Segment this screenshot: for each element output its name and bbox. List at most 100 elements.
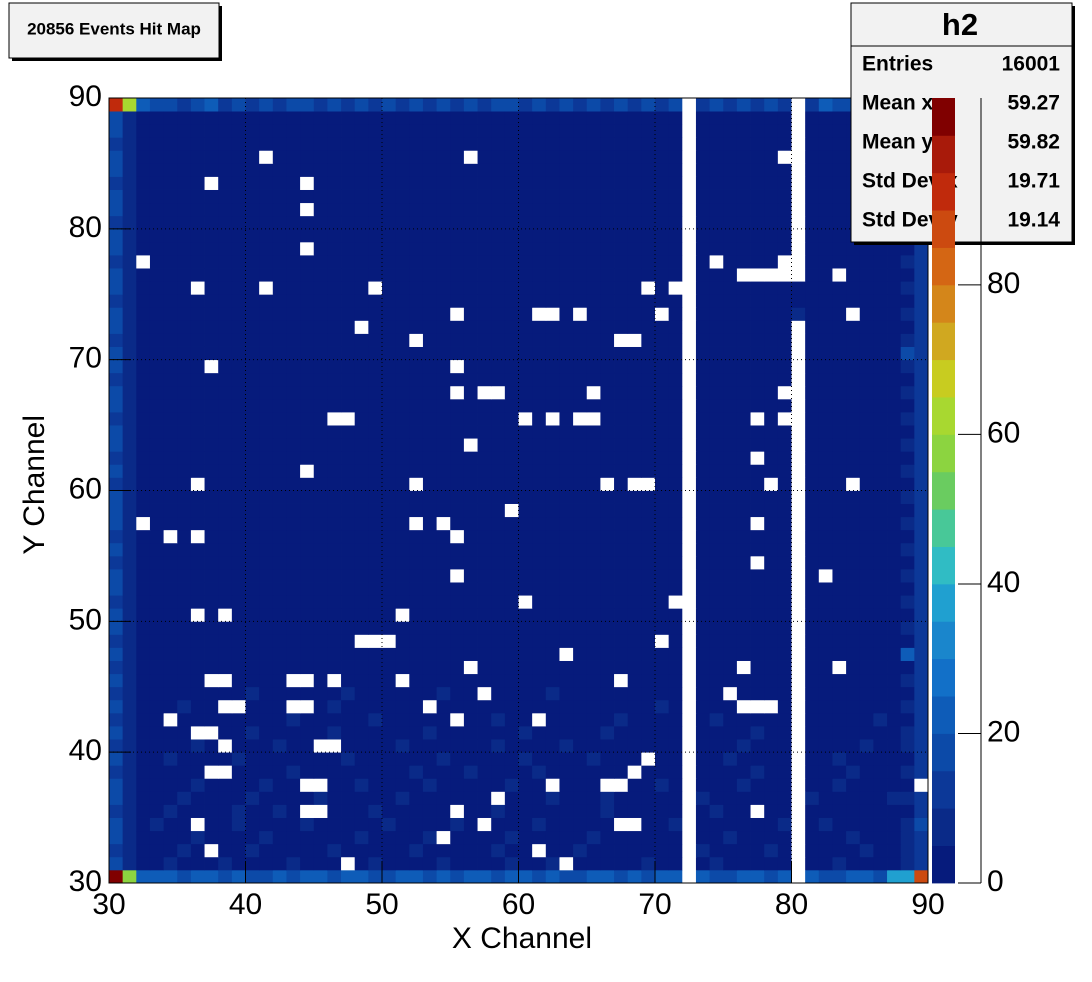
heat-cell (818, 215, 833, 230)
heat-cell (559, 320, 574, 334)
heat-cell (463, 752, 478, 766)
heat-cell (750, 791, 765, 805)
heat-cell (695, 542, 710, 557)
heat-cell (641, 542, 656, 557)
heat-cell (149, 542, 164, 557)
heat-cell (859, 451, 874, 465)
heat-cell (382, 856, 397, 871)
heat-cell (832, 111, 847, 125)
heat-cell (600, 856, 615, 871)
heat-cell (736, 817, 751, 832)
heat-cell (122, 752, 137, 766)
heat-cell (682, 255, 697, 269)
heat-cell (545, 569, 560, 583)
heat-cell (641, 555, 656, 570)
heat-cell (887, 634, 902, 648)
heat-cell (286, 215, 301, 230)
heat-cell (668, 778, 683, 792)
heat-cell (504, 726, 519, 740)
heat-cell (682, 660, 697, 675)
heat-cell (873, 778, 888, 792)
heat-cell (136, 660, 151, 675)
heat-cell (163, 438, 178, 452)
heat-cell (354, 176, 369, 190)
heat-cell (887, 425, 902, 439)
heat-cell (163, 608, 178, 622)
heat-cell (259, 412, 274, 426)
heat-cell (450, 673, 465, 688)
heat-cell (122, 241, 137, 256)
heat-cell (559, 686, 574, 701)
heat-cell (723, 398, 738, 413)
heat-cell (450, 542, 465, 557)
heat-cell (491, 150, 506, 164)
heat-cell (545, 150, 560, 164)
heat-cell (395, 621, 410, 635)
heat-cell (450, 778, 465, 792)
heat-cell (627, 255, 642, 269)
heat-cell (518, 490, 533, 504)
heat-cell (914, 307, 929, 321)
heat-cell (422, 294, 437, 308)
heat-cell (368, 425, 383, 439)
heat-cell (832, 477, 847, 491)
heat-cell (204, 268, 219, 282)
heat-cell (532, 307, 547, 321)
heat-cell (327, 385, 342, 400)
heat-cell (313, 320, 328, 334)
heat-cell (477, 98, 492, 112)
heat-cell (586, 529, 601, 544)
heat-cell (750, 333, 765, 347)
heat-cell (668, 228, 683, 243)
heat-cell (873, 346, 888, 361)
heat-cell (341, 215, 356, 230)
heat-cell (341, 542, 356, 557)
heat-cell (709, 804, 724, 818)
heat-cell (545, 503, 560, 518)
heat-cell (914, 333, 929, 347)
heat-cell (600, 294, 615, 308)
heat-cell (436, 686, 451, 701)
heat-cell (354, 111, 369, 125)
heat-cell (422, 385, 437, 400)
heat-cell (586, 595, 601, 609)
heat-cell (368, 98, 383, 112)
heat-cell (313, 294, 328, 308)
heat-cell (149, 228, 164, 243)
heat-cell (764, 542, 779, 557)
heat-cell (559, 241, 574, 256)
heat-cell (122, 425, 137, 439)
heat-cell (641, 595, 656, 609)
heat-cell (422, 255, 437, 269)
heat-cell (190, 739, 205, 753)
heat-cell (122, 150, 137, 164)
heat-cell (805, 608, 820, 622)
heat-cell (231, 385, 246, 400)
heat-cell (873, 503, 888, 518)
heat-cell (846, 765, 861, 779)
heat-cell (750, 582, 765, 596)
heat-cell (518, 621, 533, 635)
heat-cell (545, 215, 560, 230)
heat-cell (382, 608, 397, 622)
heat-cell (313, 477, 328, 491)
heat-cell (736, 255, 751, 269)
heat-cell (750, 372, 765, 387)
heat-cell (436, 569, 451, 583)
heat-cell (518, 752, 533, 766)
heat-cell (136, 464, 151, 478)
heat-cell (900, 673, 915, 688)
heat-cell (791, 490, 806, 504)
heat-cell (668, 163, 683, 177)
heat-cell (354, 359, 369, 374)
heat-cell (463, 503, 478, 518)
heat-cell (682, 843, 697, 858)
heat-cell (286, 830, 301, 845)
heat-cell (341, 451, 356, 465)
heat-cell (245, 464, 260, 478)
heat-cell (859, 307, 874, 321)
heat-cell (791, 516, 806, 531)
heat-cell (614, 660, 629, 675)
heat-cell (245, 255, 260, 269)
heat-cell (491, 856, 506, 871)
